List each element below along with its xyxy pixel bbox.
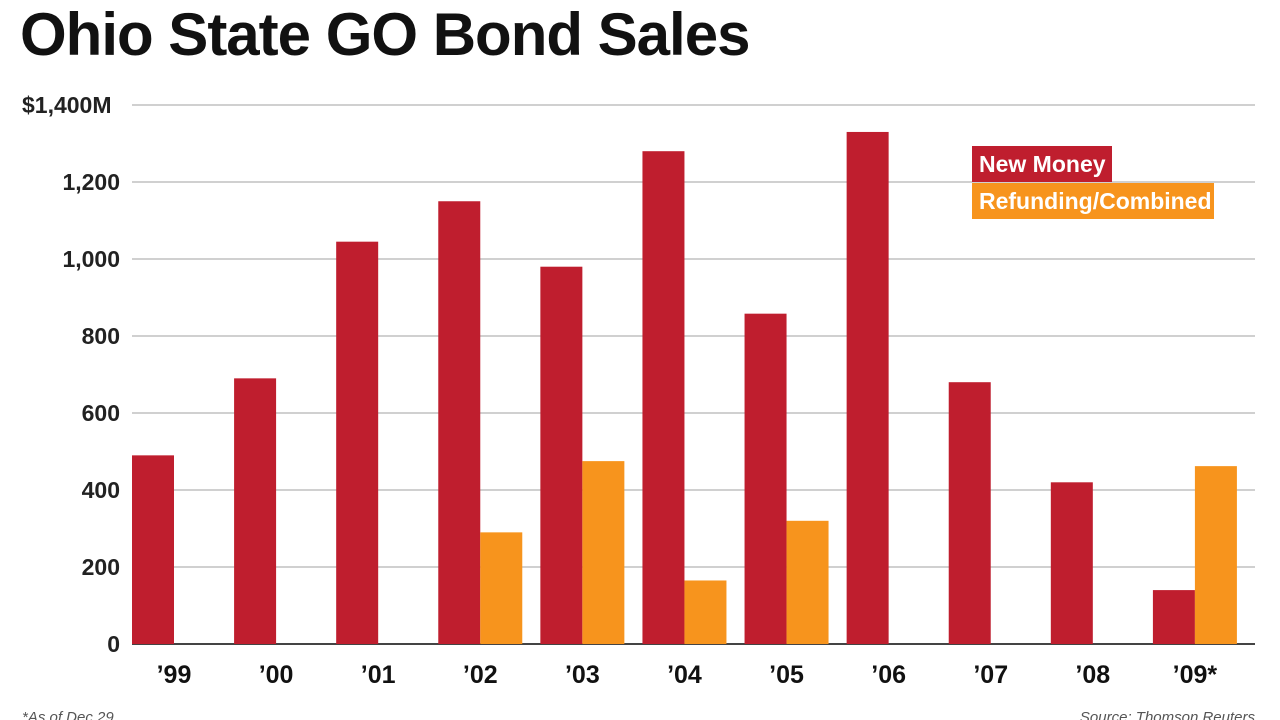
legend-label-new-money: New Money bbox=[979, 151, 1106, 177]
x-tick-label: ’06 bbox=[871, 661, 906, 689]
bar-new-money bbox=[132, 455, 174, 644]
bar-new-money bbox=[1152, 590, 1195, 644]
bar-new-money bbox=[948, 382, 991, 644]
bar-new-money bbox=[438, 201, 481, 644]
y-tick-label: 400 bbox=[82, 477, 120, 503]
y-tick-label: $1,400M bbox=[22, 92, 112, 118]
bar-refunding-combined bbox=[786, 520, 829, 644]
x-tick-label: ’02 bbox=[463, 661, 498, 689]
bar-new-money bbox=[744, 313, 787, 644]
chart-title: Ohio State GO Bond Sales bbox=[20, 1, 749, 68]
bar-new-money bbox=[234, 378, 277, 644]
y-tick-label: 600 bbox=[82, 400, 120, 426]
bar-refunding-combined bbox=[480, 532, 523, 644]
y-tick-label: 200 bbox=[82, 554, 120, 580]
x-tick-label: ’09* bbox=[1173, 661, 1218, 689]
x-axis-ticks: ’99 ’00 ’01 ’02 ’03 ’04 ’05 ’06 ’07 ’08 ’09* bbox=[157, 661, 1218, 689]
legend-label-refunding: Refunding/Combined bbox=[979, 188, 1212, 214]
x-tick-label: ’99 bbox=[157, 661, 192, 689]
x-tick-label: ’05 bbox=[769, 661, 804, 689]
x-tick-label: ’00 bbox=[259, 661, 294, 689]
y-tick-label: 1,200 bbox=[62, 169, 120, 195]
x-tick-label: ’04 bbox=[667, 661, 702, 689]
y-tick-label: 800 bbox=[82, 323, 120, 349]
y-axis-ticks: 0 200 400 600 800 1,000 1,200 $1,400M bbox=[22, 92, 120, 657]
bars bbox=[132, 131, 1237, 645]
source-note: Source: Thomson Reuters bbox=[1080, 709, 1256, 720]
bar-new-money bbox=[540, 266, 583, 644]
x-tick-label: ’03 bbox=[565, 661, 600, 689]
bar-refunding-combined bbox=[1194, 466, 1237, 644]
bar-new-money bbox=[1050, 482, 1093, 644]
x-tick-label: ’08 bbox=[1075, 661, 1110, 689]
bar-refunding-combined bbox=[684, 580, 727, 644]
bar-new-money bbox=[336, 241, 379, 645]
bar-new-money bbox=[846, 131, 889, 644]
legend-swatch-refunding bbox=[972, 183, 1214, 219]
y-tick-label: 1,000 bbox=[62, 246, 120, 272]
legend-swatch-new-money bbox=[972, 146, 1112, 182]
legend: New Money Refunding/Combined bbox=[972, 146, 1214, 219]
y-tick-label: 0 bbox=[107, 631, 120, 657]
x-tick-label: ’07 bbox=[973, 661, 1008, 689]
bar-new-money bbox=[642, 151, 685, 644]
x-tick-label: ’01 bbox=[361, 661, 396, 689]
bar-refunding-combined bbox=[582, 461, 625, 644]
footnote: *As of Dec 29 bbox=[22, 709, 114, 720]
